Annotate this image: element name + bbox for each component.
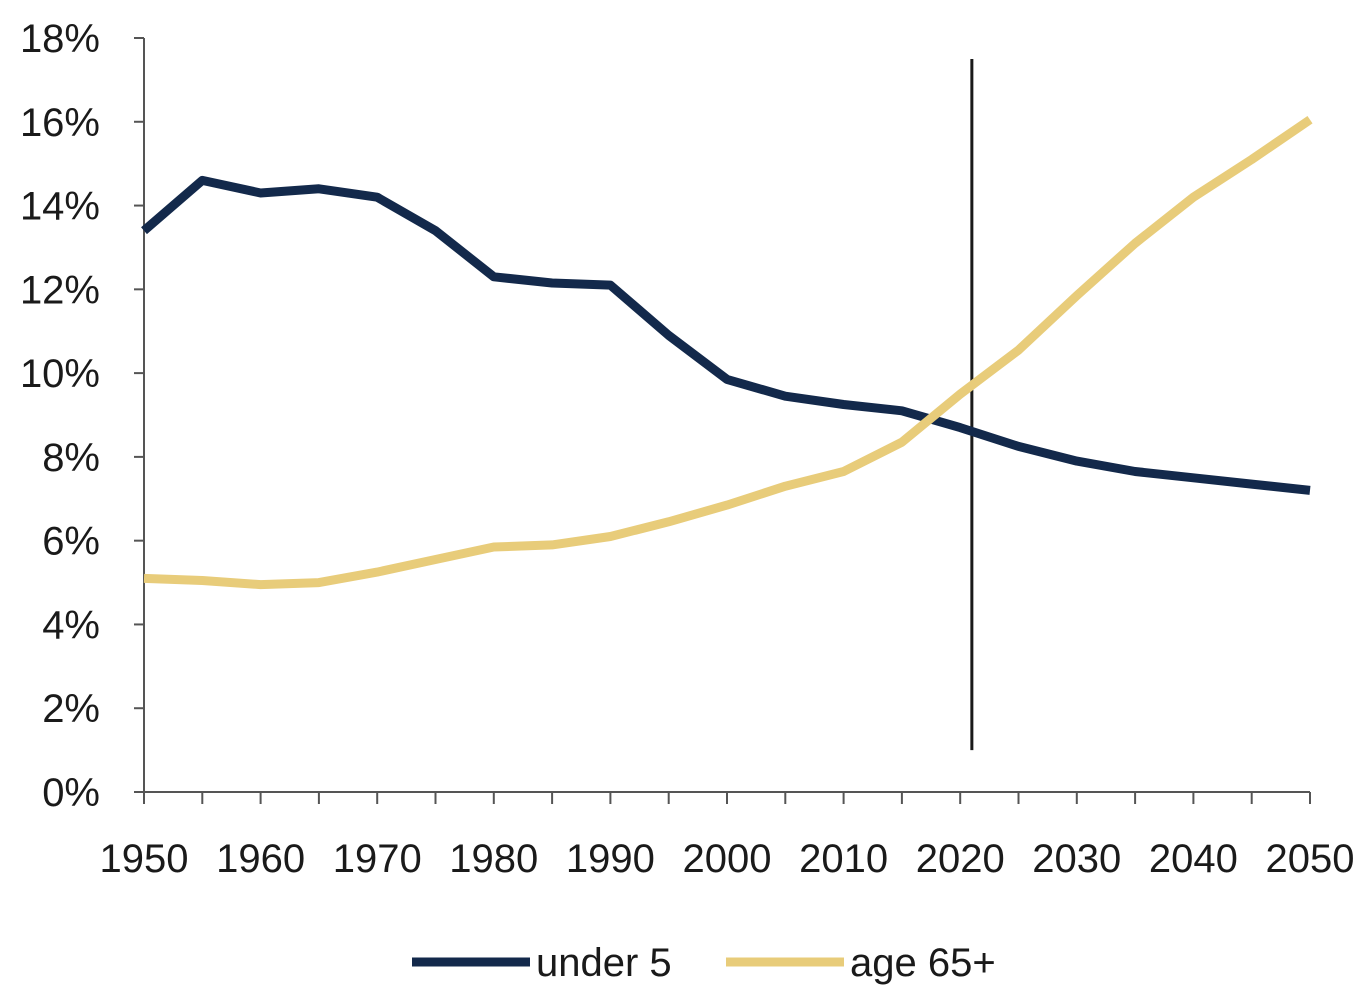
legend: under 5 age 65+ <box>412 941 996 985</box>
legend-label-age-65-plus: age 65+ <box>850 941 996 985</box>
x-tick-label: 1950 <box>100 837 189 881</box>
series-lines <box>141 58 1313 751</box>
y-tick-label: 8% <box>42 436 100 480</box>
series-line-under-5 <box>141 175 1311 495</box>
series-line-age-65-plus <box>143 115 1313 590</box>
x-tick-label: 2050 <box>1266 837 1355 881</box>
y-tick-label: 12% <box>20 268 100 312</box>
x-tick-label: 2000 <box>683 837 772 881</box>
x-tick-label: 2020 <box>916 837 1005 881</box>
x-tick-label: 1990 <box>566 837 655 881</box>
y-tick-label: 6% <box>42 520 100 564</box>
x-tick-label: 1970 <box>333 837 422 881</box>
legend-label-under-5: under 5 <box>536 941 672 985</box>
x-tick-label: 2040 <box>1149 837 1238 881</box>
y-tick-label: 14% <box>20 185 100 229</box>
y-tick-label: 2% <box>42 687 100 731</box>
x-tick-label: 2030 <box>1032 837 1121 881</box>
y-tick-label: 10% <box>20 352 100 396</box>
y-tick-label: 18% <box>20 17 100 61</box>
x-tick-label: 2010 <box>799 837 888 881</box>
axes: 0% 2% 4% 6% 8% 10% 12% 14% 16% 18% 1950 1960 1970 198… <box>20 17 1355 881</box>
y-tick-label: 4% <box>42 603 100 647</box>
y-tick-label: 0% <box>42 771 100 815</box>
x-tick-label: 1960 <box>216 837 305 881</box>
x-tick-label: 1980 <box>449 837 538 881</box>
y-tick-label: 16% <box>20 101 100 145</box>
